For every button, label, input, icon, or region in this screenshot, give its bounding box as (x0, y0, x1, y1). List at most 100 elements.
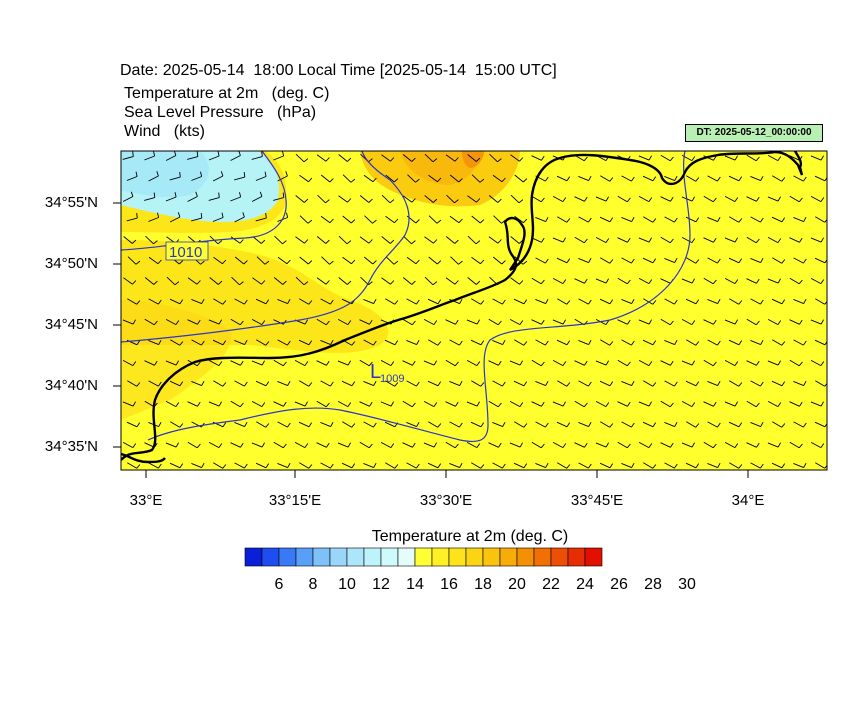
wind-barb-flag (373, 422, 377, 428)
wind-barb (642, 175, 654, 182)
wind-barb-flag (282, 192, 285, 198)
wind-barb (513, 380, 525, 387)
wind-barb (728, 339, 740, 346)
wind-barb (316, 400, 327, 408)
wind-barb (320, 298, 331, 305)
wind-barb-flag (433, 360, 437, 366)
temp-band-warm-core (400, 151, 480, 185)
wind-barb-flag (433, 442, 437, 448)
wind-barb-flag (781, 299, 786, 305)
wind-barb (810, 155, 822, 161)
wind-barb (127, 462, 137, 469)
wind-barb-flag (265, 341, 270, 346)
wind-barb-flag (369, 401, 373, 407)
wind-barb (664, 175, 675, 182)
wind-barb (364, 215, 373, 224)
wind-barb-flag (411, 240, 416, 245)
wind-barb (187, 156, 198, 160)
wind-barb (277, 462, 288, 469)
wind-barb (338, 277, 348, 285)
wind-barb (187, 277, 198, 285)
wind-barb-flag (132, 443, 137, 448)
wind-barb (295, 195, 305, 203)
wind-barb (681, 401, 693, 407)
wind-barb-flag (416, 463, 420, 469)
wind-barb (535, 216, 546, 223)
wind-barb (230, 400, 241, 408)
wind-barb-flag (691, 320, 696, 325)
wind-barb (664, 298, 675, 305)
wind-barb (772, 339, 782, 346)
wind-barb-flag (476, 401, 480, 407)
wind-barb-flag (566, 176, 571, 182)
wind-barb (234, 216, 245, 223)
wind-barb-flag (695, 259, 700, 264)
wind-barb (449, 174, 460, 183)
wind-barb-flag (394, 218, 399, 224)
wind-barb (428, 256, 438, 265)
wind-barb (337, 360, 349, 366)
wind-barb-flag (691, 442, 695, 448)
wind-barb (750, 339, 761, 346)
wind-barb-flag (222, 300, 227, 305)
wind-barb (423, 401, 435, 407)
wind-barb (617, 441, 628, 449)
wind-barb (750, 421, 761, 428)
wind-barb (664, 216, 675, 223)
wind-barb-flag (373, 340, 377, 346)
wind-barb-flag (411, 157, 416, 162)
wind-barb-flag (244, 421, 248, 427)
wind-barb (599, 298, 611, 305)
wind-barb-flag (674, 217, 678, 223)
wind-barb (724, 401, 736, 407)
wind-barb (578, 462, 589, 469)
wind-barb (595, 401, 607, 407)
wind-barb-flag (497, 320, 502, 326)
wind-barb-flag (459, 340, 463, 346)
wind-barb-flag (132, 280, 137, 285)
wind-barb-flag (261, 151, 263, 157)
wind-barb-flag (798, 279, 803, 285)
wind-barb-flag (820, 197, 825, 202)
wind-barb-flag (175, 360, 179, 366)
wind-barb-flag (502, 381, 506, 387)
wind-barb-flag (455, 319, 459, 325)
wind-barb-flag (584, 278, 588, 284)
wind-barb (165, 442, 177, 448)
wind-barb (299, 462, 309, 469)
wind-barb-flag (217, 280, 223, 285)
wind-barb (810, 442, 822, 448)
wind-barb-flag (712, 279, 717, 285)
wind-barb-flag (566, 464, 571, 469)
wind-barb (600, 257, 610, 264)
wind-barb (488, 360, 499, 366)
wind-barb (428, 339, 438, 346)
wind-barb-flag (755, 320, 760, 326)
wind-barb (509, 360, 521, 366)
wind-barb (724, 319, 736, 325)
wind-barb (707, 175, 718, 182)
wind-barb (772, 421, 782, 428)
wind-barb (681, 278, 693, 284)
wind-barb (552, 278, 564, 284)
wind-barb-flag (562, 197, 567, 202)
wind-barb (492, 421, 503, 428)
wind-barb (427, 380, 439, 387)
wind-barb-flag (760, 257, 764, 263)
wind-barb (255, 176, 267, 181)
wind-barb (273, 277, 284, 285)
wind-barb-flag (242, 212, 245, 218)
wind-barb (234, 298, 245, 305)
wind-barb-flag (522, 260, 528, 265)
wind-barb-flag (755, 156, 760, 162)
wind-barb (599, 462, 611, 469)
wind-barb (746, 236, 757, 244)
wind-barb-flag (411, 198, 416, 203)
wind-barb (363, 339, 374, 346)
wind-barb-flag (626, 197, 631, 203)
wind-barb (273, 197, 284, 201)
wind-barb-flag (501, 260, 506, 265)
wind-barb (707, 421, 718, 428)
wind-barb-flag (454, 280, 459, 285)
wind-barb-flag (261, 402, 266, 407)
